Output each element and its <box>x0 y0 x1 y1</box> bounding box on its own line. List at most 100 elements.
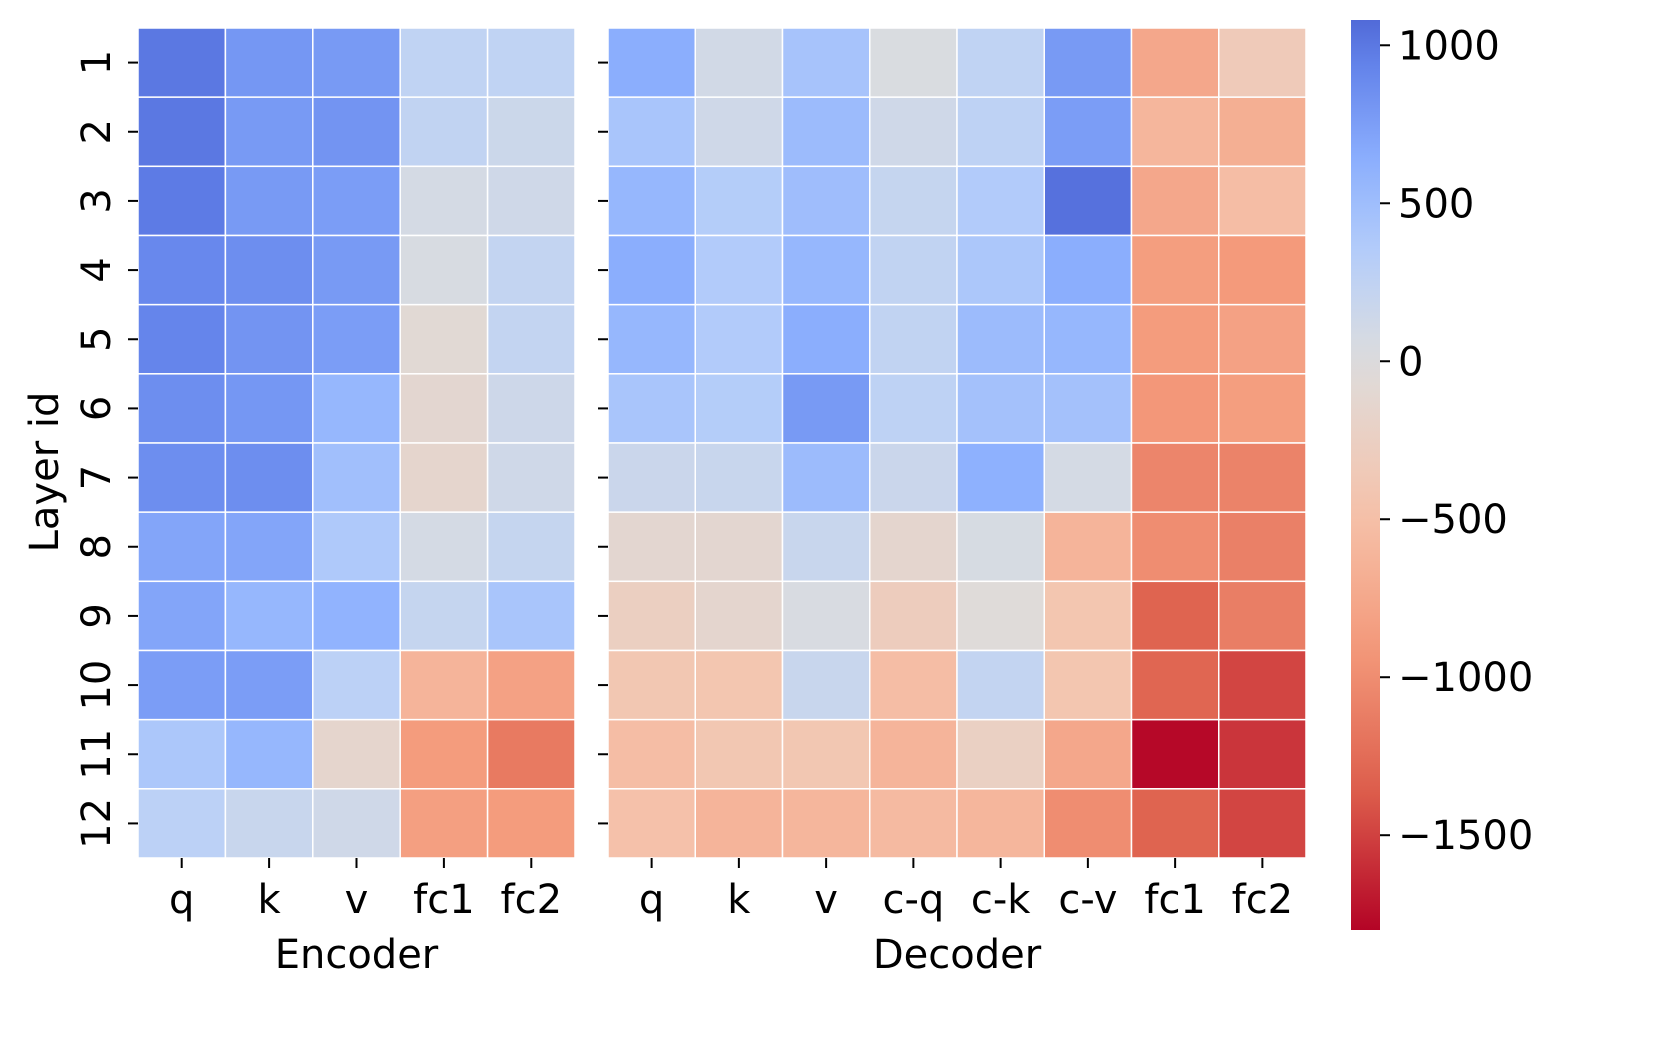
decoder-cell-r12-c3 <box>781 788 871 859</box>
colorbar-tick-label: −500 <box>1398 497 1508 543</box>
decoder-cell-r10-c6 <box>1043 649 1133 721</box>
encoder-cell-r5-c4 <box>399 303 489 375</box>
decoder-cell-r7-c7 <box>1130 442 1220 513</box>
encoder-cell-r9-c3 <box>312 580 401 652</box>
decoder-cell-r8-c3 <box>781 511 871 583</box>
decoder-cell-r9-c3 <box>781 580 871 652</box>
y-tick-label: 11 <box>74 729 120 780</box>
decoder-x-tick-label: c-v <box>1058 877 1117 923</box>
encoder-x-tick-label: q <box>169 877 194 923</box>
encoder-cell-r1-c5 <box>486 27 576 98</box>
decoder-cell-r9-c2 <box>694 580 784 652</box>
decoder-cell-r11-c6 <box>1043 718 1133 790</box>
decoder-cell-r3-c4 <box>869 165 958 237</box>
decoder-cell-r10-c4 <box>869 649 958 721</box>
decoder-cell-r4-c6 <box>1043 234 1133 306</box>
decoder-cell-r9-c8 <box>1218 580 1307 652</box>
decoder-cell-r12-c6 <box>1043 788 1133 859</box>
decoder-cell-r5-c1 <box>607 303 696 375</box>
decoder-x-tick-label: fc2 <box>1232 877 1294 923</box>
encoder-cell-r1-c1 <box>137 27 227 98</box>
decoder-cell-r6-c3 <box>781 373 871 444</box>
decoder-cell-r8-c8 <box>1218 511 1307 583</box>
decoder-x-tick-label: c-k <box>971 877 1031 923</box>
encoder-cell-r8-c3 <box>312 511 401 583</box>
decoder-cell-r8-c2 <box>694 511 784 583</box>
encoder-cell-r6-c2 <box>224 373 314 444</box>
decoder-cell-r7-c6 <box>1043 442 1133 513</box>
encoder-cell-r5-c3 <box>312 303 401 375</box>
y-tick-label: 3 <box>74 188 120 213</box>
decoder-cell-r3-c8 <box>1218 165 1307 237</box>
y-tick-label: 5 <box>74 327 120 352</box>
encoder-cell-r2-c2 <box>224 96 314 168</box>
decoder-cell-r8-c5 <box>956 511 1045 583</box>
encoder-cell-r4-c4 <box>399 234 489 306</box>
decoder-cell-r4-c2 <box>694 234 784 306</box>
encoder-cell-r5-c1 <box>137 303 227 375</box>
encoder-cell-r12-c1 <box>137 788 227 859</box>
decoder-cell-r4-c7 <box>1130 234 1220 306</box>
decoder-cell-r1-c4 <box>869 27 958 98</box>
encoder-cell-r6-c1 <box>137 373 227 444</box>
encoder-cell-r4-c2 <box>224 234 314 306</box>
encoder-cell-r8-c5 <box>486 511 576 583</box>
decoder-cell-r12-c4 <box>869 788 958 859</box>
encoder-cell-r10-c5 <box>486 649 576 721</box>
decoder-cell-r8-c4 <box>869 511 958 583</box>
encoder-cell-r7-c3 <box>312 442 401 513</box>
decoder-cell-r1-c7 <box>1130 27 1220 98</box>
y-tick-label: 10 <box>74 660 120 711</box>
decoder-cell-r1-c8 <box>1218 27 1307 98</box>
decoder-cell-r3-c1 <box>607 165 696 237</box>
encoder-x-tick-label: fc1 <box>413 877 475 923</box>
colorbar-tick-label: 0 <box>1398 339 1423 385</box>
decoder-cell-r3-c5 <box>956 165 1045 237</box>
encoder-x-tick-label: k <box>258 877 282 923</box>
encoder-cell-r9-c5 <box>486 580 576 652</box>
encoder-cell-r11-c2 <box>224 718 314 790</box>
decoder-cell-r1-c5 <box>956 27 1045 98</box>
y-tick-label: 9 <box>74 603 120 628</box>
decoder-cell-r11-c8 <box>1218 718 1307 790</box>
decoder-cell-r11-c7 <box>1130 718 1220 790</box>
y-tick-label: 7 <box>74 465 120 490</box>
encoder-cell-r2-c3 <box>312 96 401 168</box>
decoder-cell-r2-c2 <box>694 96 784 168</box>
decoder-cell-r9-c5 <box>956 580 1045 652</box>
decoder-cell-r10-c8 <box>1218 649 1307 721</box>
decoder-cell-r11-c5 <box>956 718 1045 790</box>
encoder-cell-r10-c4 <box>399 649 489 721</box>
encoder-cell-r11-c1 <box>137 718 227 790</box>
decoder-cell-r5-c6 <box>1043 303 1133 375</box>
decoder-cell-r6-c7 <box>1130 373 1220 444</box>
decoder-x-tick-label: c-q <box>882 877 944 923</box>
decoder-cell-r10-c5 <box>956 649 1045 721</box>
encoder-cell-r6-c4 <box>399 373 489 444</box>
encoder-x-tick-label: fc2 <box>501 877 563 923</box>
decoder-cell-r4-c5 <box>956 234 1045 306</box>
encoder-cell-r8-c1 <box>137 511 227 583</box>
decoder-cell-r11-c2 <box>694 718 784 790</box>
decoder-cell-r12-c2 <box>694 788 784 859</box>
encoder-cell-r12-c4 <box>399 788 489 859</box>
decoder-cell-r4-c8 <box>1218 234 1307 306</box>
decoder-cell-r5-c7 <box>1130 303 1220 375</box>
encoder-cell-r3-c4 <box>399 165 489 237</box>
decoder-cell-r6-c4 <box>869 373 958 444</box>
encoder-cell-r12-c2 <box>224 788 314 859</box>
encoder-x-tick-label: v <box>345 877 369 923</box>
decoder-cell-r12-c8 <box>1218 788 1307 859</box>
decoder-cell-r9-c7 <box>1130 580 1220 652</box>
encoder-cell-r1-c4 <box>399 27 489 98</box>
decoder-cell-r3-c3 <box>781 165 871 237</box>
encoder-cell-r11-c3 <box>312 718 401 790</box>
decoder-cell-r10-c7 <box>1130 649 1220 721</box>
encoder-cell-r11-c4 <box>399 718 489 790</box>
decoder-cell-r1-c2 <box>694 27 784 98</box>
encoder-cell-r9-c2 <box>224 580 314 652</box>
encoder-cell-r2-c5 <box>486 96 576 168</box>
encoder-cell-r7-c2 <box>224 442 314 513</box>
